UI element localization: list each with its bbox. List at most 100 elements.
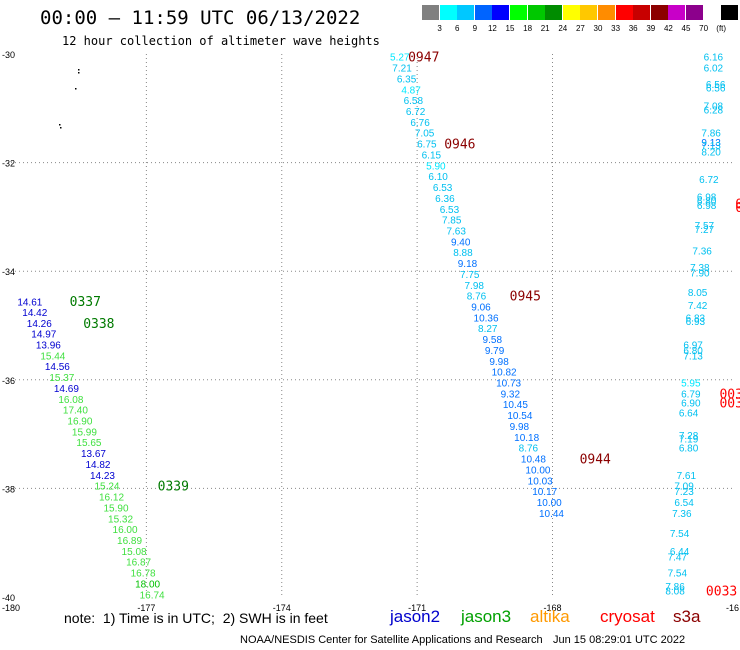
satellite-label-s3a: s3a xyxy=(673,607,701,626)
swh-label: 7.28 xyxy=(679,431,699,442)
satellite-label-jason3: jason3 xyxy=(461,607,512,626)
swh-label: 5.27 xyxy=(390,53,410,64)
swh-label: 7.61 xyxy=(677,471,697,482)
time-label: 0945 xyxy=(510,290,541,305)
swh-label: 7.08 xyxy=(704,102,724,113)
swh-label: 6.10 xyxy=(428,172,448,183)
legend-swatch xyxy=(457,5,475,20)
satellite-label-altika: altika xyxy=(530,607,570,626)
legend-label: 33 xyxy=(611,24,621,33)
swh-label: 6.54 xyxy=(674,498,694,509)
swh-label: 7.38 xyxy=(690,263,710,274)
legend-label: 27 xyxy=(575,24,585,33)
satellite-label-cryosat: cryosat xyxy=(600,607,655,626)
swh-label: 6.16 xyxy=(704,53,724,64)
swh-label: 6.53 xyxy=(433,183,453,194)
x-tick-label: -168 xyxy=(543,603,561,613)
swh-label: 6.75 xyxy=(417,140,437,151)
swh-label: 7.75 xyxy=(460,270,480,281)
y-tick-label: -32 xyxy=(2,159,15,169)
swh-label: 7.05 xyxy=(415,129,435,140)
legend-swatch xyxy=(703,5,721,20)
swh-label: 9.98 xyxy=(510,422,530,433)
swh-label: 7.57 xyxy=(695,221,715,232)
legend-swatch xyxy=(598,5,615,20)
legend-label: 15 xyxy=(505,24,515,33)
grid-lines xyxy=(11,54,733,597)
swh-label: 6.90 xyxy=(681,399,701,410)
x-tick-label: -16 xyxy=(726,603,739,613)
swh-label: 4.87 xyxy=(401,85,421,96)
legend-label: 3 xyxy=(437,24,442,33)
swh-label: 7.47 xyxy=(668,552,688,563)
swh-label: 6.76 xyxy=(410,118,430,129)
swh-label: 14.97 xyxy=(31,330,56,341)
swh-label: 10.17 xyxy=(532,487,557,498)
swh-label: 9.32 xyxy=(501,389,521,400)
swh-label: 5.95 xyxy=(681,379,701,390)
swh-label: 6.72 xyxy=(699,175,719,186)
swh-label: 7.54 xyxy=(668,569,688,580)
swh-label: 6.93 xyxy=(686,317,706,328)
time-label: 0032 xyxy=(719,387,740,402)
legend-swatch xyxy=(668,5,686,20)
swh-label: 6.56 xyxy=(706,84,726,95)
swh-label: 6.98 xyxy=(697,201,717,212)
legend-label: 24 xyxy=(558,24,568,33)
legend-label: 42 xyxy=(663,24,673,33)
swh-label: 7.09 xyxy=(674,482,694,493)
swh-label: 7.90 xyxy=(690,268,710,279)
legend-label: 6 xyxy=(454,24,460,33)
swh-label: 6.97 xyxy=(683,341,703,352)
legend-swatch xyxy=(527,5,545,20)
swh-label: 14.69 xyxy=(54,384,79,395)
x-tick-label: -177 xyxy=(137,603,155,613)
legend-swatch xyxy=(562,5,580,20)
time-label: 0947 xyxy=(408,51,439,66)
swh-label: 6.28 xyxy=(704,105,724,116)
time-label: 0032 xyxy=(719,397,740,412)
swh-label: 16.87 xyxy=(126,558,151,569)
swh-label: 6.36 xyxy=(435,194,455,205)
swh-label: 7.13 xyxy=(701,141,721,152)
swh-label: 14.23 xyxy=(90,471,115,482)
swh-label: 16.12 xyxy=(99,493,124,504)
legend-swatch xyxy=(650,5,668,20)
swh-label: 9.06 xyxy=(471,302,491,313)
legend-swatch xyxy=(686,5,703,20)
time-label: 0944 xyxy=(580,453,611,468)
credit-line: NOAA/NESDIS Center for Satellite Applica… xyxy=(240,634,543,646)
swh-label: 7.63 xyxy=(446,226,466,237)
swh-label: 8.88 xyxy=(453,248,473,259)
y-tick-label: -38 xyxy=(2,484,15,494)
swh-label: 14.56 xyxy=(45,362,70,373)
swh-label: 6.98 xyxy=(697,192,717,203)
swh-label: 6.35 xyxy=(397,74,417,85)
chart-title: 00:00 – 11:59 UTC 06/13/2022 xyxy=(40,7,361,29)
swh-label: 7.27 xyxy=(695,225,715,236)
time-label: 0031 xyxy=(735,201,740,216)
swh-label: 10.73 xyxy=(496,379,521,390)
swh-label: 7.98 xyxy=(465,281,485,292)
swh-label: 6.44 xyxy=(670,547,690,558)
generated-timestamp: Jun 15 08:29:01 UTC 2022 xyxy=(553,634,686,646)
swh-label: 9.58 xyxy=(483,335,503,346)
legend-swatch xyxy=(439,5,457,20)
stray-dot xyxy=(78,69,80,71)
legend-swatch xyxy=(615,5,633,20)
swh-label: 14.82 xyxy=(85,460,110,471)
y-tick-label: -36 xyxy=(2,376,15,386)
legend-label: 45 xyxy=(681,24,691,33)
swh-label: 15.08 xyxy=(122,547,147,558)
swh-label: 7.21 xyxy=(392,64,412,75)
time-label: 0946 xyxy=(444,138,475,153)
legend-label: 30 xyxy=(593,24,603,33)
legend-label: (ft) xyxy=(716,24,727,33)
time-label: 0339 xyxy=(158,480,189,495)
time-label: 0338 xyxy=(83,317,114,332)
swh-label: 7.86 xyxy=(665,582,685,593)
swh-label: 10.48 xyxy=(521,455,546,466)
swh-label: 6.56 xyxy=(706,80,726,91)
swh-points: 14.6114.4214.2614.9713.9615.4414.5615.37… xyxy=(17,53,726,602)
